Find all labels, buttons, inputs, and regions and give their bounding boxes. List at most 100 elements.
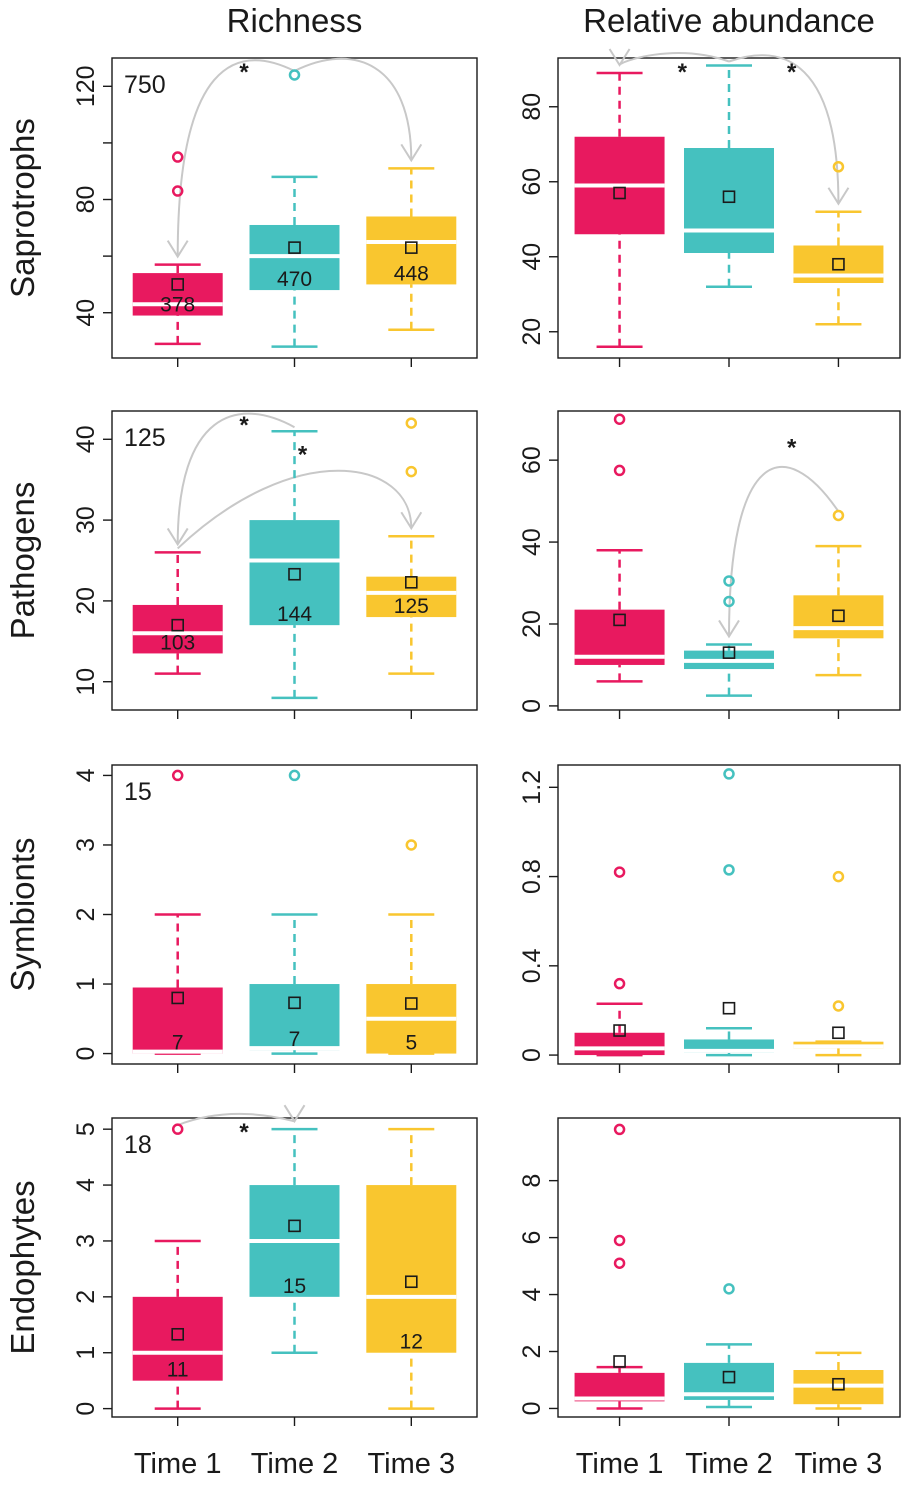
outlier-point	[613, 1123, 626, 1136]
y-tick-label: 20	[518, 610, 546, 638]
box-count-label: 7	[172, 1032, 184, 1055]
box-body	[366, 576, 457, 618]
arrow-curve	[618, 52, 730, 66]
box-count-label: 103	[160, 631, 195, 654]
boxes-layer	[132, 64, 884, 1410]
box-body	[793, 595, 884, 639]
outlier-point	[171, 1123, 184, 1135]
row-title-symbionts: Symbionts	[4, 837, 41, 991]
y-tick-label: 40	[72, 425, 100, 453]
arrow-head	[400, 143, 423, 163]
x-tick-label-time-2: Time 2	[251, 1448, 339, 1480]
box-count-label: 378	[160, 294, 195, 317]
significance-star: *	[239, 59, 249, 86]
box-time-2	[684, 768, 774, 1057]
significance-star: *	[787, 434, 797, 461]
box-time-1	[574, 866, 665, 1057]
mean-marker	[832, 257, 845, 271]
box-count-label: 5	[405, 1032, 417, 1055]
arrow-curve	[294, 57, 413, 161]
box-body	[366, 216, 457, 285]
box-time-1	[132, 1123, 223, 1410]
mean-marker	[404, 241, 418, 254]
mean-marker	[832, 609, 845, 623]
mean-marker	[613, 1355, 626, 1368]
arrow-head	[283, 1104, 306, 1124]
arrow-head	[608, 48, 631, 67]
box-time-2	[249, 769, 340, 1055]
significance-arrow	[718, 465, 840, 639]
outlier-point	[405, 839, 418, 851]
row-title-saprotrophs: Saprotrophs	[4, 118, 41, 298]
y-tick-label: 0	[72, 1047, 100, 1061]
arrow-curve	[176, 59, 295, 257]
mean-marker	[171, 278, 184, 291]
arrow-head	[827, 187, 850, 206]
mean-marker	[613, 613, 626, 627]
y-tick-label: 40	[518, 243, 546, 271]
arrow-head	[166, 527, 189, 547]
outlier-point	[613, 464, 626, 477]
box-time-2	[684, 575, 774, 697]
y-tick-label: 2	[72, 1290, 100, 1304]
significance-arrow	[728, 54, 850, 206]
box-count-label: 470	[277, 268, 312, 291]
y-tick-label: 10	[72, 668, 100, 696]
box-time-2	[684, 1283, 774, 1409]
mean-marker	[613, 1024, 626, 1037]
mean-marker	[288, 996, 301, 1010]
y-tick-label: 3	[72, 838, 100, 852]
outlier-point	[613, 1257, 626, 1269]
mean-marker	[722, 190, 736, 204]
x-tick-label-time-1: Time 1	[134, 1448, 222, 1480]
box-time-3	[366, 167, 457, 331]
y-tick-label: 2	[72, 908, 100, 922]
outlier-point	[613, 1234, 626, 1247]
mean-marker	[613, 186, 626, 200]
y-tick-label: 1	[72, 977, 100, 991]
box-time-2	[249, 429, 340, 700]
mean-marker	[722, 1001, 736, 1015]
box-time-3	[793, 509, 884, 677]
y-tick-label: 2	[518, 1345, 546, 1359]
total-count-label: 125	[124, 424, 166, 452]
box-time-1	[132, 151, 223, 346]
mean-marker	[404, 997, 418, 1010]
significance-star: *	[678, 59, 688, 86]
y-tick-label: 60	[518, 446, 546, 474]
outlier-point	[832, 870, 845, 883]
outlier-point	[723, 864, 735, 876]
significance-star: *	[239, 1119, 249, 1146]
box-time-3	[366, 417, 457, 675]
mean-marker	[171, 1327, 184, 1341]
y-tick-label: 20	[518, 318, 546, 346]
box-count-label: 144	[277, 603, 312, 626]
mean-marker	[832, 1026, 845, 1040]
box-time-1	[132, 551, 223, 675]
significance-star: *	[787, 59, 797, 86]
outlier-point	[613, 977, 626, 990]
box-time-3	[366, 839, 457, 1055]
outlier-point	[723, 1283, 735, 1295]
box-time-2	[249, 1127, 340, 1354]
total-count-label: 18	[124, 1131, 152, 1159]
box-time-2	[249, 69, 340, 348]
box-body	[249, 984, 340, 1051]
significance-arrow	[166, 412, 295, 547]
mean-marker	[832, 1377, 845, 1391]
mean-marker	[722, 646, 736, 659]
y-tick-label: 30	[72, 506, 100, 534]
box-count-label: 12	[400, 1331, 423, 1354]
x-tick-label-time-3: Time 3	[368, 1448, 456, 1480]
axes-layer	[103, 57, 901, 1426]
x-tick-label-time-3: Time 3	[795, 1448, 883, 1480]
outlier-point	[171, 151, 184, 163]
significance-star: *	[298, 441, 308, 468]
outlier-point	[405, 465, 418, 478]
y-tick-label: 0	[72, 1402, 100, 1416]
outlier-point	[723, 768, 735, 780]
y-tick-label: 0	[518, 1048, 546, 1062]
box-count-label: 11	[167, 1359, 189, 1382]
mean-marker	[171, 618, 184, 632]
